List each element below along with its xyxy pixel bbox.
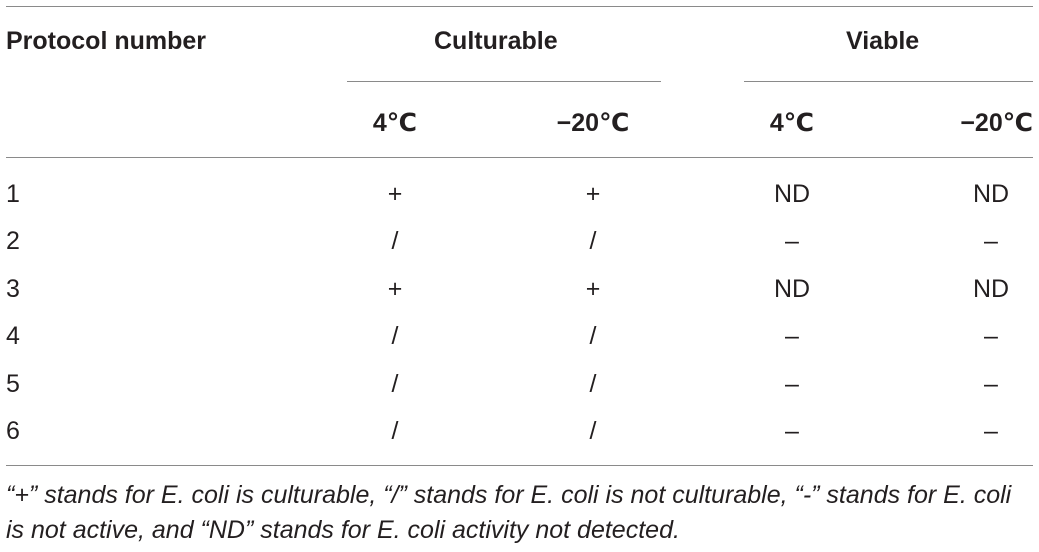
viable-minus20c-cell: – xyxy=(984,322,998,350)
viable-4c-cell: ND xyxy=(773,275,811,303)
viable-header: Viable xyxy=(846,27,920,55)
protocol-cell: 6 xyxy=(6,417,20,445)
culturable-minus20c-cell: / xyxy=(589,417,597,445)
culturable-4c-cell: / xyxy=(391,322,399,350)
protocol-number-header: Protocol number xyxy=(6,27,207,55)
viable-minus20c-cell: – xyxy=(984,417,998,445)
protocol-cell: 1 xyxy=(6,180,20,208)
culturable-4c-cell: + xyxy=(387,180,403,208)
culturable-header: Culturable xyxy=(434,27,558,55)
culturable-4c-cell: / xyxy=(391,370,399,398)
protocol-cell: 2 xyxy=(6,227,20,255)
viable-4c-cell: ND xyxy=(773,180,811,208)
protocol-cell: 4 xyxy=(6,322,20,350)
header-bottom-rule xyxy=(6,157,1033,158)
subheader-viable-4c: 4℃ xyxy=(769,109,815,137)
culturable-4c-cell: / xyxy=(391,227,399,255)
culturable-minus20c-cell: / xyxy=(589,370,597,398)
culturable-minus20c-cell: + xyxy=(585,180,601,208)
culturable-group-rule xyxy=(347,81,661,82)
viable-4c-cell: – xyxy=(785,417,799,445)
viable-4c-cell: – xyxy=(785,322,799,350)
culturable-minus20c-cell: / xyxy=(589,227,597,255)
subheader-culturable-4c: 4℃ xyxy=(372,109,418,137)
culturable-4c-cell: + xyxy=(387,275,403,303)
viable-4c-cell: – xyxy=(785,370,799,398)
top-rule xyxy=(6,6,1033,7)
viable-minus20c-cell: ND xyxy=(972,180,1010,208)
table-bottom-rule xyxy=(6,465,1033,466)
subheader-viable-minus20c: −20℃ xyxy=(960,109,1033,137)
table-footnote: “+” stands for E. coli is culturable, “/… xyxy=(6,481,1012,544)
viable-minus20c-cell: – xyxy=(984,370,998,398)
culturable-4c-cell: / xyxy=(391,417,399,445)
viable-minus20c-cell: ND xyxy=(972,275,1010,303)
subheader-culturable-minus20c: −20℃ xyxy=(556,109,630,137)
viable-minus20c-cell: – xyxy=(984,227,998,255)
protocol-cell: 3 xyxy=(6,275,20,303)
culturable-minus20c-cell: + xyxy=(585,275,601,303)
viable-group-rule xyxy=(744,81,1033,82)
culturable-minus20c-cell: / xyxy=(589,322,597,350)
protocol-cell: 5 xyxy=(6,370,20,398)
viable-4c-cell: – xyxy=(785,227,799,255)
